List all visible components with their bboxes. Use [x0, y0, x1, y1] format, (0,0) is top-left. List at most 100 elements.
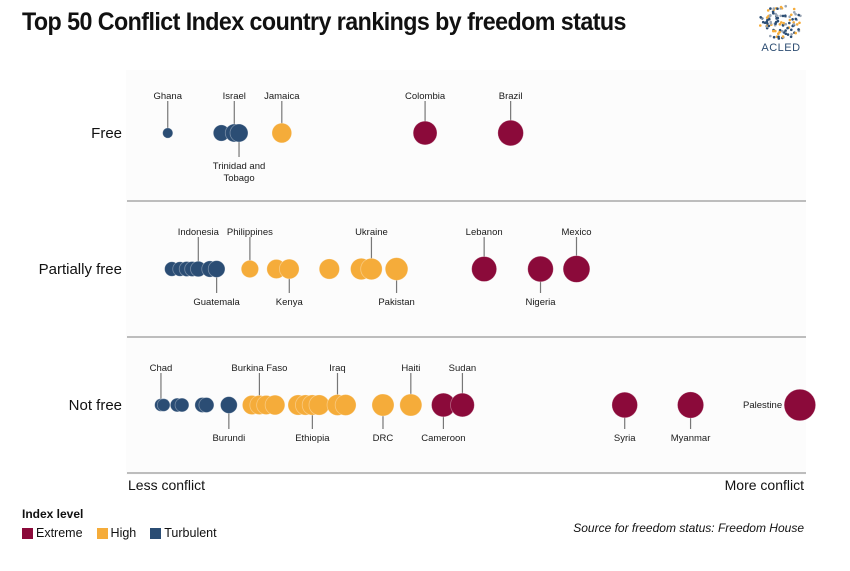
- dot-ukraine[interactable]: [360, 257, 383, 281]
- dot-trinidad-and-tobago[interactable]: [229, 123, 249, 143]
- dot-jamaica[interactable]: [271, 122, 293, 144]
- dot-label-mexico: Mexico: [561, 227, 591, 238]
- dot-high[interactable]: [334, 394, 357, 416]
- dot-syria[interactable]: [611, 391, 638, 419]
- dot-drc[interactable]: [371, 393, 395, 417]
- logo-dot: [779, 14, 782, 18]
- dot-label-myanmar: Myanmar: [671, 433, 711, 444]
- logo-dot: [788, 15, 791, 18]
- logo-dot: [781, 35, 785, 38]
- dot-mexico[interactable]: [562, 255, 591, 283]
- dot-turbulent[interactable]: [174, 397, 190, 413]
- legend-swatch-high: [96, 527, 108, 539]
- logo-dot: [794, 12, 797, 16]
- dot-label-chad: Chad: [150, 363, 173, 374]
- logo-dot: [779, 5, 783, 9]
- logo-dot: [784, 29, 787, 32]
- dot-colombia[interactable]: [412, 120, 438, 146]
- logo-dot: [769, 34, 772, 38]
- logo-dot: [795, 23, 799, 26]
- dot-lebanon[interactable]: [471, 256, 498, 282]
- legend: Extreme High Turbulent: [22, 526, 217, 540]
- logo-dot: [784, 4, 787, 8]
- dot-guatemala[interactable]: [207, 260, 226, 278]
- legend-swatch-extreme: [22, 527, 33, 539]
- logo-dot: [797, 28, 800, 31]
- logo-dot: [775, 17, 778, 20]
- logo-dot: [792, 21, 795, 24]
- dot-kenya[interactable]: [279, 258, 300, 280]
- logo-dot: [790, 28, 793, 32]
- logo-dot: [775, 14, 779, 17]
- dot-label-nigeria: Nigeria: [525, 297, 556, 308]
- logo-dot: [790, 33, 793, 36]
- dot-ghana[interactable]: [162, 127, 174, 139]
- dot-label-ghana: Ghana: [153, 91, 182, 102]
- dot-turbulent[interactable]: [198, 397, 215, 413]
- dot-label-cameroon: Cameroon: [421, 433, 465, 444]
- logo-dot: [759, 24, 762, 27]
- logo-dot: [788, 21, 791, 25]
- dot-label-trinidad-and-tobago: Trinidad and: [213, 161, 265, 172]
- dot-sudan[interactable]: [450, 392, 475, 418]
- dot-label-haiti: Haiti: [401, 363, 420, 374]
- logo-dot: [769, 7, 772, 10]
- dot-label-pakistan: Pakistan: [378, 297, 414, 308]
- row-label-not-free: Not free: [69, 397, 122, 414]
- dot-label-brazil: Brazil: [499, 91, 523, 102]
- logo-dot: [782, 21, 785, 25]
- acled-logo: ACLED: [752, 4, 810, 60]
- legend-swatch-turbulent: [150, 527, 162, 539]
- logo-text: ACLED: [761, 42, 801, 54]
- dot-label-ukraine: Ukraine: [355, 227, 388, 238]
- logo-dot: [792, 23, 796, 26]
- logo-dot: [772, 29, 775, 33]
- dot-high[interactable]: [318, 258, 340, 280]
- legend-title: Index level: [22, 507, 84, 521]
- logo-dot: [791, 18, 794, 21]
- dot-pakistan[interactable]: [384, 257, 409, 281]
- logo-dot: [784, 22, 788, 26]
- dot-burundi[interactable]: [220, 396, 238, 414]
- axis-label-more-conflict: More conflict: [724, 477, 804, 493]
- logo-dot: [761, 20, 765, 24]
- dot-label-trinidad-and-tobago: Tobago: [223, 173, 254, 184]
- logo-dot: [794, 17, 798, 21]
- dot-high[interactable]: [308, 394, 330, 416]
- logo-dot: [766, 9, 770, 12]
- logo-dot: [781, 14, 785, 18]
- dot-label-jamaica: Jamaica: [264, 91, 300, 102]
- logo-dot: [784, 14, 787, 17]
- logo-dot: [790, 13, 793, 17]
- dot-label-sudan: Sudan: [449, 363, 476, 374]
- dot-philippines[interactable]: [240, 259, 259, 279]
- logo-dot: [776, 7, 779, 10]
- logo-dot: [765, 20, 769, 24]
- dot-palestine[interactable]: [783, 388, 817, 422]
- logo-dot: [797, 13, 800, 17]
- dot-myanmar[interactable]: [677, 391, 705, 419]
- dot-label-guatemala: Guatemala: [193, 297, 240, 308]
- dot-turbulent[interactable]: [156, 398, 171, 412]
- dot-label-israel: Israel: [223, 91, 246, 102]
- logo-dot: [788, 18, 792, 22]
- dot-label-iraq: Iraq: [329, 363, 345, 374]
- legend-item-turbulent: Turbulent: [150, 526, 217, 540]
- dot-label-indonesia: Indonesia: [178, 227, 220, 238]
- logo-dot: [784, 32, 788, 35]
- axis-label-less-conflict: Less conflict: [128, 477, 206, 493]
- dot-brazil[interactable]: [497, 119, 524, 147]
- logo-dot: [793, 11, 796, 14]
- logo-dot: [759, 16, 762, 19]
- logo-dot: [786, 33, 790, 36]
- legend-label-turbulent: Turbulent: [164, 526, 217, 540]
- dot-label-lebanon: Lebanon: [466, 227, 503, 238]
- dot-nigeria[interactable]: [527, 255, 554, 283]
- dot-label-burkina-faso: Burkina Faso: [231, 363, 287, 374]
- dot-high[interactable]: [264, 394, 286, 416]
- chart-title: Top 50 Conflict Index country rankings b…: [22, 8, 626, 36]
- logo-dot: [767, 24, 771, 28]
- logo-dot: [768, 14, 772, 18]
- dot-haiti[interactable]: [399, 393, 423, 417]
